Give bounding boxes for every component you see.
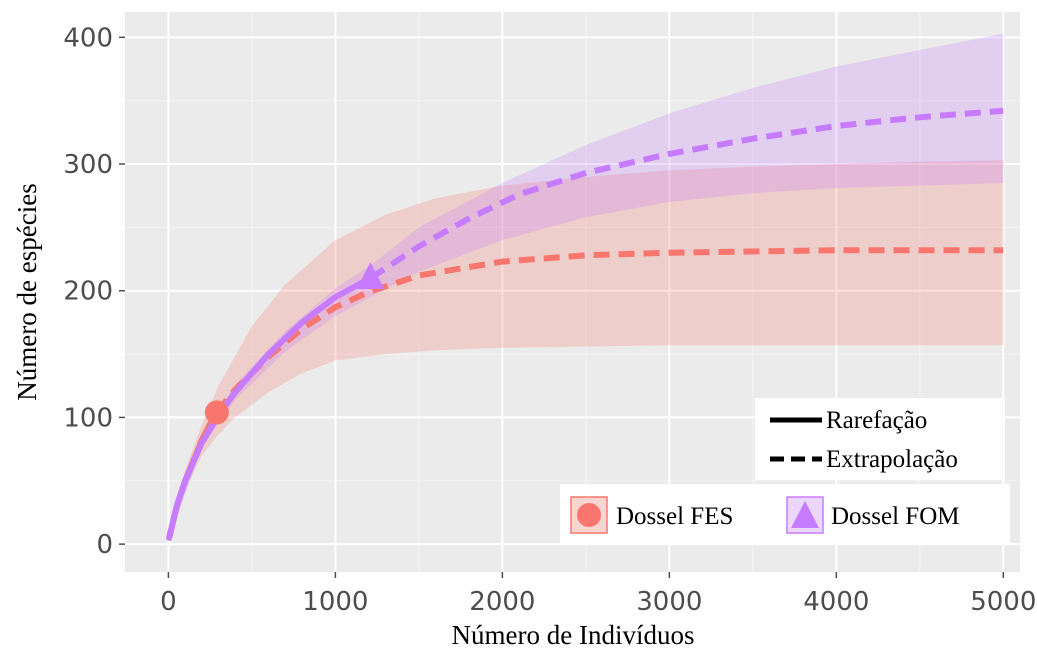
x-axis-label: Número de Indivíduos <box>452 620 695 650</box>
dossel-fom-extrapolation-line <box>368 107 1004 281</box>
legend: Rarefação Extrapolação Dossel FES Dossel… <box>560 398 1010 544</box>
x-tick-label: 1000 <box>302 587 368 617</box>
x-tick-label: 0 <box>160 587 177 617</box>
y-tick-label: 100 <box>63 403 113 433</box>
y-axis-ticks: 0 100 200 300 400 <box>63 23 125 560</box>
legend-fes-label: Dossel FES <box>616 503 733 530</box>
x-tick-label: 2000 <box>469 587 535 617</box>
y-tick-label: 300 <box>63 150 113 180</box>
dossel-fom-ci-ribbon <box>169 33 1004 540</box>
legend-groups-background <box>560 484 1010 544</box>
legend-rarefacao-label: Rarefação <box>826 407 927 434</box>
dossel-fes-observed-point <box>204 400 229 425</box>
y-axis-label: Número de espécies <box>12 183 42 400</box>
observed-markers <box>204 262 385 425</box>
legend-background <box>755 398 1005 480</box>
legend-extrapolacao-label: Extrapolação <box>826 446 958 473</box>
curves <box>166 107 1004 541</box>
confidence-ribbons <box>169 33 1004 540</box>
dossel-fom-observed-point <box>356 262 385 290</box>
x-tick-label: 5000 <box>970 587 1036 617</box>
x-tick-label: 4000 <box>803 587 869 617</box>
y-tick-label: 200 <box>63 277 113 307</box>
dossel-fom-rarefaction-line <box>166 275 374 541</box>
y-tick-label: 0 <box>96 530 113 560</box>
y-tick-label: 400 <box>63 23 113 53</box>
legend-fom-label: Dossel FOM <box>831 503 960 530</box>
x-tick-label: 3000 <box>636 587 702 617</box>
legend-circle-icon <box>577 503 601 527</box>
dossel-fes-ci-ribbon <box>169 160 1004 540</box>
x-axis-ticks: 0 1000 2000 3000 4000 5000 <box>160 572 1036 617</box>
legend-triangle-icon <box>791 501 819 528</box>
